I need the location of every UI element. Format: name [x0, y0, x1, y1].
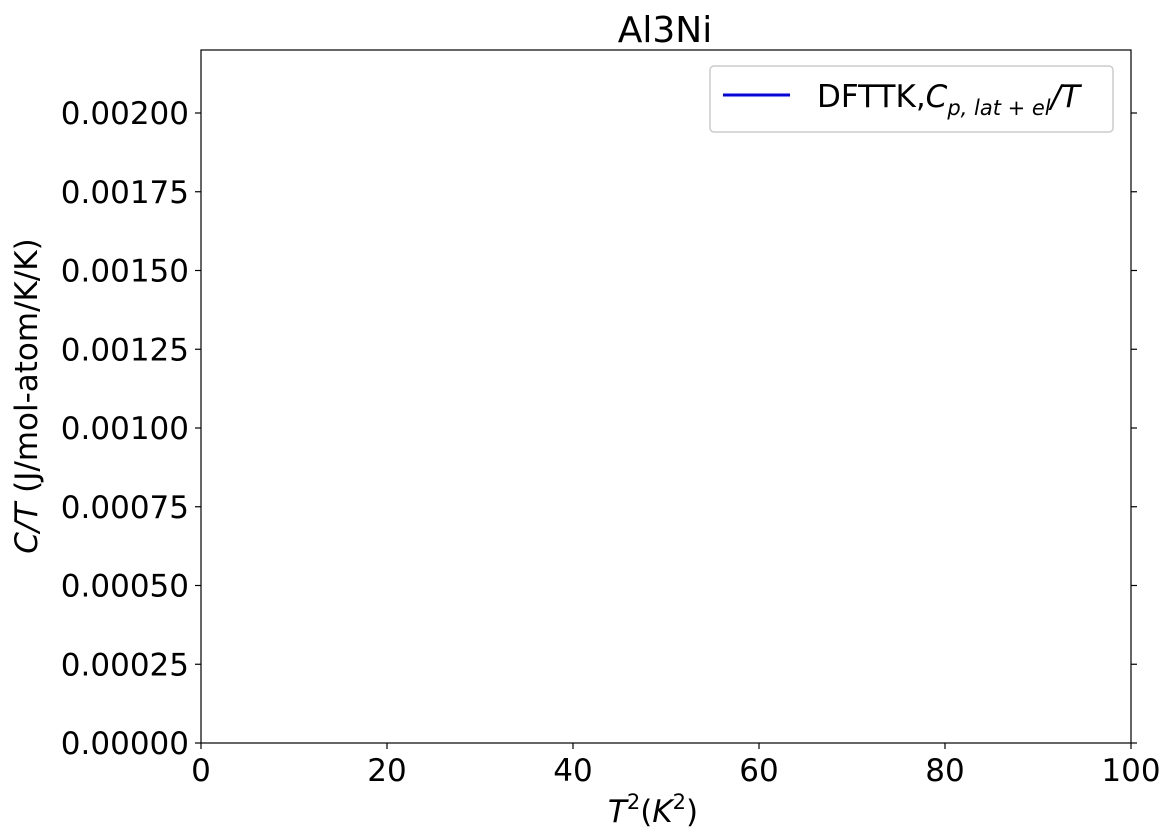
y-axis-label-italic: C/T — [9, 501, 45, 554]
y-tick-label: 0.00200 — [61, 96, 189, 132]
x-axis-label-open: ( — [640, 794, 652, 830]
y-tick-label: 0.00100 — [61, 411, 189, 447]
x-tick-label: 100 — [1101, 753, 1160, 789]
x-tick-label: 40 — [553, 753, 592, 789]
y-tick-label: 0.00075 — [61, 490, 189, 526]
y-tick-label: 0.00175 — [61, 175, 189, 211]
x-axis-label-base: T — [608, 794, 629, 830]
legend-entry-math-base: C — [926, 79, 948, 115]
plot-area-frame — [200, 49, 1132, 744]
x-tick-label: 80 — [925, 753, 964, 789]
legend-entry-math-suffix: /T — [1048, 79, 1082, 115]
y-axis-ticks: 0.00000 0.00025 0.00050 0.00075 0.00100 0.001… — [61, 96, 1137, 762]
x-tick-label: 20 — [367, 753, 406, 789]
x-axis-label: T2(K2) — [608, 790, 698, 830]
legend-entry-prefix: DFTTK, — [817, 79, 926, 115]
x-axis-label-close: ) — [686, 794, 698, 830]
y-tick-label: 0.00000 — [61, 726, 189, 762]
y-tick-label: 0.00050 — [61, 569, 189, 605]
legend-entry-math-sub: p, lat + el — [946, 96, 1050, 120]
legend: DFTTK,Cp, lat + el/T — [709, 65, 1114, 133]
x-tick-label: 60 — [739, 753, 778, 789]
legend-box — [709, 65, 1114, 133]
y-tick-label: 0.00125 — [61, 332, 189, 368]
y-axis-label: C/T (J/mol-atom/K/K) — [9, 238, 45, 554]
x-axis-ticks: 0 20 40 60 80 100 — [191, 743, 1161, 789]
x-axis-label-sup: 2 — [627, 790, 640, 814]
y-axis-label-plain: (J/mol-atom/K/K) — [9, 238, 45, 502]
x-axis-label-unit-sup: 2 — [673, 790, 686, 814]
y-tick-label: 0.00025 — [61, 647, 189, 683]
legend-entry-label: DFTTK,Cp, lat + el/T — [817, 79, 1082, 120]
x-tick-label: 0 — [191, 753, 211, 789]
y-tick-label: 0.00150 — [61, 254, 189, 290]
x-axis-label-unit-base: K — [652, 794, 675, 830]
chart-title: Al3Ni — [618, 10, 712, 51]
